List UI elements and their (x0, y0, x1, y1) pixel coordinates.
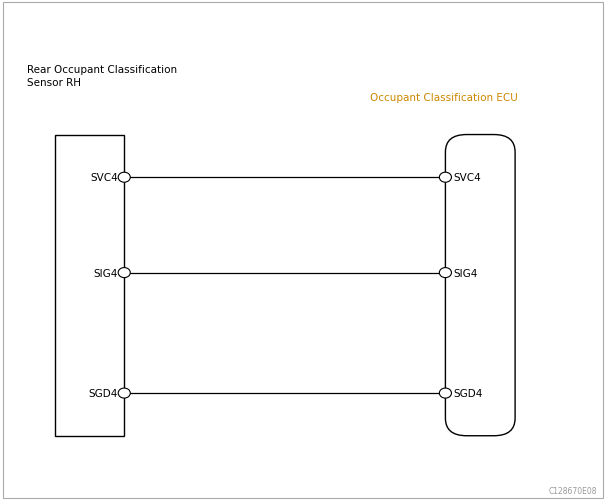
Circle shape (439, 388, 451, 398)
Text: SIG4: SIG4 (94, 268, 118, 278)
Circle shape (118, 388, 130, 398)
Circle shape (439, 268, 451, 278)
Text: Rear Occupant Classification
Sensor RH: Rear Occupant Classification Sensor RH (27, 65, 178, 88)
Text: SGD4: SGD4 (89, 388, 118, 398)
Text: Occupant Classification ECU: Occupant Classification ECU (370, 93, 518, 103)
Text: SGD4: SGD4 (453, 388, 482, 398)
FancyBboxPatch shape (445, 135, 515, 436)
Text: SVC4: SVC4 (90, 173, 118, 183)
Text: C128670E08: C128670E08 (548, 486, 597, 495)
Circle shape (118, 173, 130, 183)
FancyBboxPatch shape (55, 135, 124, 436)
Text: SIG4: SIG4 (453, 268, 478, 278)
FancyBboxPatch shape (3, 3, 603, 498)
Circle shape (439, 173, 451, 183)
Circle shape (118, 268, 130, 278)
Text: SVC4: SVC4 (453, 173, 481, 183)
